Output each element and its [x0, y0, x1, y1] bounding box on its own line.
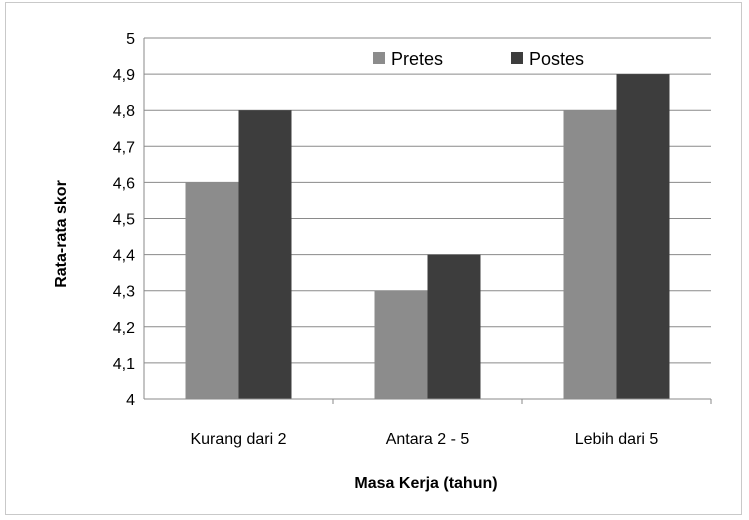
y-axis-title: Rata-rata skor	[53, 180, 70, 288]
x-tick-labels: Kurang dari 2 Antara 2 - 5 Lebih dari 5	[190, 399, 712, 448]
y-tick-labels: 4 4,1 4,2 4,3 4,4 4,5 4,6 4,7 4,8 4,9 5	[113, 31, 135, 409]
y-tick-label: 4,3	[113, 284, 135, 301]
y-tick-label: 4,1	[113, 356, 135, 373]
bar-postes-3	[616, 74, 670, 399]
bar-postes-1	[238, 110, 292, 399]
bar-pretes-3	[563, 110, 617, 399]
y-tick-label: 4,5	[113, 212, 135, 229]
x-tick-label: Kurang dari 2	[190, 431, 286, 448]
y-tick-label: 4,9	[113, 67, 135, 84]
legend-swatch-postes	[511, 52, 523, 64]
x-tick-label: Antara 2 - 5	[386, 431, 470, 448]
y-tick-label: 4,8	[113, 103, 135, 120]
legend: Pretes Postes	[373, 49, 584, 69]
legend-label-pretes: Pretes	[391, 49, 443, 69]
y-tick-label: 5	[126, 31, 135, 48]
x-tick-label: Lebih dari 5	[575, 431, 659, 448]
legend-label-postes: Postes	[529, 49, 584, 69]
y-tick-label: 4,7	[113, 139, 135, 156]
y-tick-label: 4,6	[113, 175, 135, 192]
bar-pretes-2	[374, 290, 428, 399]
y-tick-label: 4	[126, 392, 135, 409]
y-tick-label: 4,4	[113, 248, 135, 265]
y-tick-label: 4,2	[113, 320, 135, 337]
x-axis-title: Masa Kerja (tahun)	[354, 475, 497, 492]
legend-swatch-pretes	[373, 52, 385, 64]
bar-postes-2	[427, 254, 481, 399]
bars	[185, 74, 670, 399]
bar-pretes-1	[185, 182, 239, 399]
